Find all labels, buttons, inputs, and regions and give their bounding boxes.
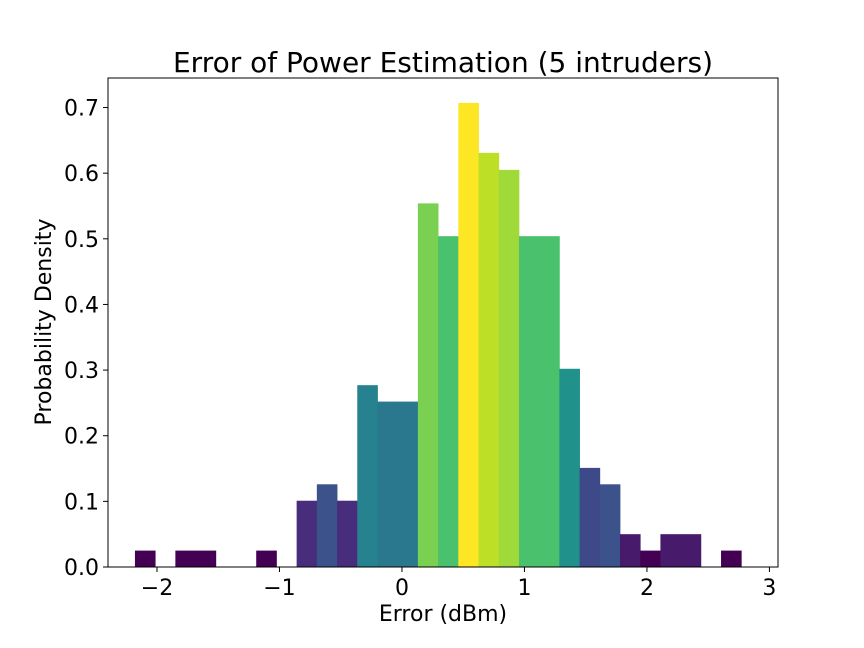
x-tick-label: −2 xyxy=(141,576,173,601)
y-tick-label: 0.4 xyxy=(64,293,99,318)
histogram-bar xyxy=(599,484,621,567)
x-axis-label: Error (dBm) xyxy=(379,602,507,627)
histogram-bar xyxy=(357,385,378,567)
histogram-bar xyxy=(498,169,520,567)
chart-title: Error of Power Estimation (5 intruders) xyxy=(173,46,713,79)
x-tick-label: 0 xyxy=(395,576,409,601)
histogram-bar xyxy=(256,550,277,567)
y-tick-label: 0.2 xyxy=(64,425,99,450)
histogram-bar xyxy=(619,534,641,567)
y-tick-label: 0.6 xyxy=(64,162,99,187)
histogram-bar xyxy=(397,401,419,567)
histogram-bar xyxy=(296,500,318,567)
histogram-bar xyxy=(660,534,682,567)
histogram-bar xyxy=(438,236,459,567)
histogram-bar xyxy=(478,152,500,567)
bars-layer xyxy=(134,102,742,567)
plot-frame xyxy=(107,77,779,568)
histogram-bar xyxy=(721,550,742,567)
x-tick-label: 2 xyxy=(640,576,654,601)
y-tick-label: 0.7 xyxy=(64,97,99,122)
histogram-bar xyxy=(134,550,156,567)
x-tick-label: 1 xyxy=(517,576,531,601)
x-tick-label: −1 xyxy=(263,576,295,601)
y-tick-label: 0.1 xyxy=(64,490,99,515)
histogram-bar xyxy=(175,550,196,567)
y-axis-label: Probability Density xyxy=(32,219,57,426)
histogram-bar xyxy=(417,203,439,567)
y-tick-label: 0.3 xyxy=(64,359,99,384)
x-axis-ticks: −2 −1 0 1 2 3 xyxy=(141,567,776,601)
histogram-bar xyxy=(195,550,217,567)
histogram-bar xyxy=(559,368,580,567)
x-tick-label: 3 xyxy=(762,576,776,601)
histogram-bar xyxy=(640,550,661,567)
histogram-bar xyxy=(539,236,560,567)
histogram-bar xyxy=(680,534,702,567)
y-tick-label: 0.5 xyxy=(64,228,99,253)
y-axis-ticks: 0.0 0.1 0.2 0.3 0.4 0.5 0.6 0.7 xyxy=(64,97,108,581)
histogram-bar xyxy=(458,102,479,567)
histogram-bar xyxy=(518,236,540,567)
y-tick-label: 0.0 xyxy=(64,556,99,581)
histogram-bar xyxy=(337,500,358,567)
histogram-bar xyxy=(377,401,399,567)
histogram-bar xyxy=(579,467,601,567)
histogram-bar xyxy=(316,484,338,567)
